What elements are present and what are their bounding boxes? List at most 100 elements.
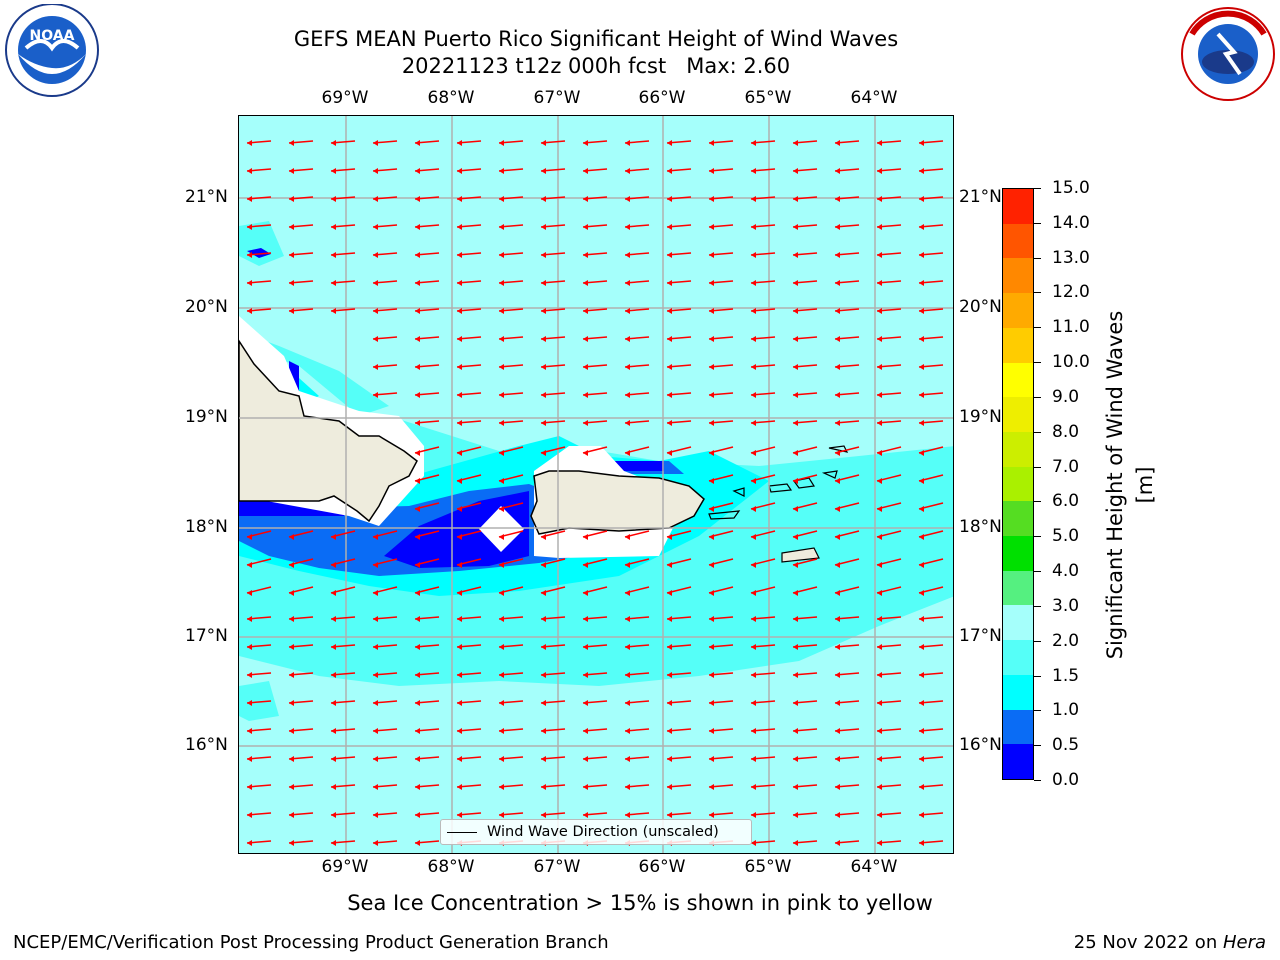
wave-direction-arrowhead [709, 196, 714, 202]
wave-direction-arrowhead [751, 590, 756, 596]
wave-direction-arrowhead [919, 196, 924, 202]
wave-direction-arrowhead [289, 534, 294, 540]
colorbar-segment [1003, 362, 1033, 398]
wave-direction-arrowhead [625, 756, 630, 762]
wave-direction-arrowhead [373, 562, 378, 568]
wave-direction-arrowhead [415, 336, 420, 342]
wave-direction-arrowhead [793, 812, 798, 818]
wave-direction-arrowhead [415, 672, 420, 678]
wave-direction-arrowhead [373, 534, 378, 540]
wave-direction-arrowhead [751, 534, 756, 540]
lat-label-right: 17°N [959, 626, 1002, 646]
wave-direction-arrowhead [457, 756, 462, 762]
wave-direction-arrowhead [835, 252, 840, 258]
wave-direction-arrowhead [457, 478, 462, 484]
colorbar-segment [1003, 570, 1033, 606]
nws-logo [1178, 4, 1278, 104]
wave-direction-arrowhead [457, 534, 462, 540]
wave-direction-arrowhead [541, 336, 546, 342]
wave-direction-arrowhead [793, 196, 798, 202]
wave-direction-arrowhead [247, 728, 252, 734]
wave-direction-arrowhead [835, 450, 840, 456]
colorbar-tick-label: 6.0 [1052, 491, 1080, 512]
wave-height-map [239, 116, 953, 853]
wave-direction-arrowhead [583, 252, 588, 258]
wave-direction-arrowhead [415, 534, 420, 540]
wave-direction-arrowhead [457, 420, 462, 426]
wave-direction-arrowhead [835, 700, 840, 706]
wave-direction-arrowhead [373, 392, 378, 398]
wave-direction-arrowhead [751, 168, 756, 174]
wave-direction-arrowhead [331, 644, 336, 650]
wave-direction-arrowhead [247, 756, 252, 762]
wave-direction-arrowhead [667, 812, 672, 818]
wave-direction-arrowhead [919, 644, 924, 650]
wave-direction-arrowhead [793, 478, 798, 484]
legend-line-swatch [447, 831, 477, 833]
wave-direction-arrowhead [751, 562, 756, 568]
wave-direction-arrowhead [919, 756, 924, 762]
wave-direction-arrowhead [583, 336, 588, 342]
wave-direction-arrowhead [625, 534, 630, 540]
wave-direction-arrowhead [499, 590, 504, 596]
colorbar-tick-mark [1034, 188, 1041, 189]
wave-direction-arrowhead [415, 700, 420, 706]
wave-direction-arrowhead [919, 700, 924, 706]
wave-direction-arrowhead [709, 784, 714, 790]
wave-direction-arrowhead [667, 196, 672, 202]
wave-direction-arrowhead [457, 672, 462, 678]
wave-direction-arrowhead [415, 364, 420, 370]
wave-direction-arrowhead [541, 392, 546, 398]
wave-direction-arrowhead [499, 616, 504, 622]
wave-direction-arrowhead [751, 280, 756, 286]
wave-direction-arrowhead [793, 562, 798, 568]
vieques-island [708, 510, 741, 520]
wave-direction-arrowhead [919, 590, 924, 596]
wave-direction-arrowhead [541, 784, 546, 790]
wave-direction-arrowhead [331, 700, 336, 706]
wave-direction-arrowhead [835, 672, 840, 678]
wave-direction-arrowhead [877, 308, 882, 314]
wave-direction-arrowhead [289, 784, 294, 790]
sea-ice-note: Sea Ice Concentration > 15% is shown in … [347, 891, 933, 915]
colorbar-tick-mark [1034, 362, 1041, 364]
wave-direction-arrowhead [667, 168, 672, 174]
wave-direction-arrowhead [541, 616, 546, 622]
masked-region [479, 506, 524, 552]
wave-direction-arrowhead [541, 308, 546, 314]
wave-direction-arrowhead [499, 308, 504, 314]
wave-direction-arrowhead [583, 168, 588, 174]
colorbar-tick-label: 3.0 [1052, 595, 1080, 616]
wave-direction-arrowhead [835, 478, 840, 484]
wave-direction-arrowhead [835, 756, 840, 762]
wave-direction-arrowhead [289, 562, 294, 568]
wave-direction-arrowhead [541, 728, 546, 734]
wave-direction-arrowhead [625, 700, 630, 706]
lat-label-left: 17°N [185, 626, 228, 646]
wave-direction-arrowhead [583, 450, 588, 456]
wave-direction-arrowhead [751, 140, 756, 146]
wave-direction-arrowhead [373, 728, 378, 734]
wave-band-0-0m [384, 491, 529, 568]
colorbar-tick-label: 4.0 [1052, 561, 1080, 582]
wave-direction-arrowhead [583, 308, 588, 314]
wave-direction-arrowhead [247, 252, 252, 258]
wave-direction-arrowhead [331, 168, 336, 174]
wave-direction-arrowhead [247, 534, 252, 540]
virgin-island [732, 487, 745, 497]
puerto-rico-land [530, 470, 705, 535]
wave-direction-arrowhead [793, 840, 798, 846]
wave-direction-arrowhead [835, 506, 840, 512]
wave-direction-arrowhead [457, 280, 462, 286]
wave-direction-arrowhead [835, 196, 840, 202]
colorbar-tick-label: 1.5 [1052, 665, 1080, 686]
wave-direction-arrowhead [709, 364, 714, 370]
wave-direction-arrowhead [415, 616, 420, 622]
wave-direction-arrowhead [247, 308, 252, 314]
wave-direction-arrowhead [919, 478, 924, 484]
wave-direction-arrowhead [667, 728, 672, 734]
wave-direction-arrowhead [877, 784, 882, 790]
wave-direction-arrowhead [835, 140, 840, 146]
wave-direction-arrowhead [415, 450, 420, 456]
wave-direction-arrowhead [331, 756, 336, 762]
